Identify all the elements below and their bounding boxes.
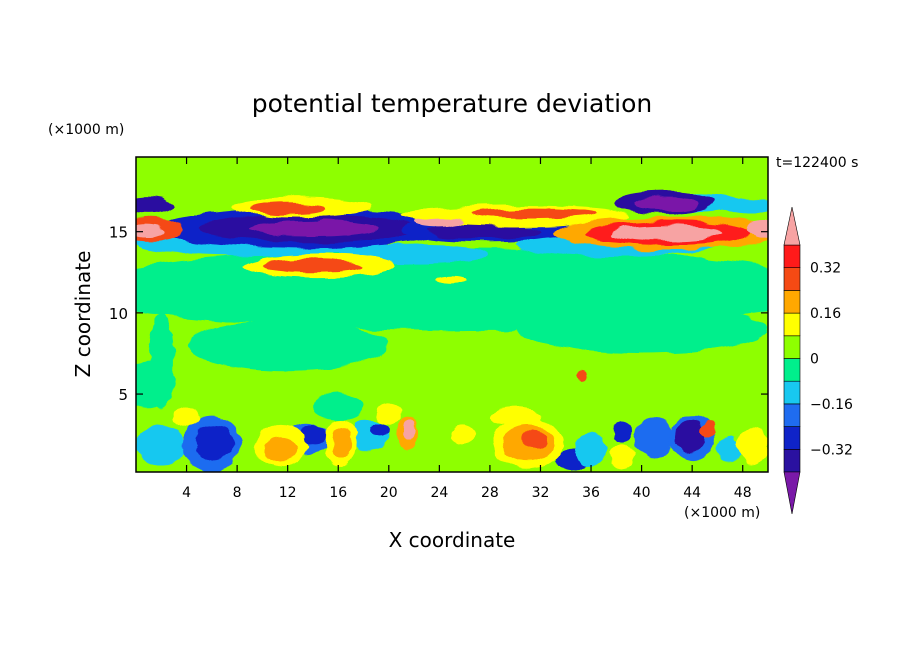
x-tick-label: 8 bbox=[233, 485, 242, 501]
chart-title: potential temperature deviation bbox=[252, 89, 652, 118]
colorbar-swatch bbox=[783, 312, 801, 337]
colorbar-swatch bbox=[783, 244, 801, 269]
colorbar-tick-label: −0.16 bbox=[810, 397, 853, 413]
contour-region-6 bbox=[401, 171, 503, 211]
x-tick-label: 40 bbox=[633, 485, 651, 501]
contour-region-43 bbox=[634, 418, 675, 458]
contour-region-62 bbox=[376, 403, 402, 424]
contour-region-63 bbox=[312, 394, 364, 421]
x-tick-label: 20 bbox=[380, 485, 398, 501]
contour-region-14 bbox=[249, 220, 377, 237]
contour-region-31 bbox=[746, 221, 768, 239]
contour-region-57 bbox=[522, 431, 546, 448]
contour-region-59 bbox=[701, 421, 717, 438]
y-tick-label: 10 bbox=[109, 305, 128, 323]
y-unit-label: (×1000 m) bbox=[48, 122, 124, 138]
x-tick-label: 24 bbox=[430, 485, 448, 501]
colorbar-extend-bottom bbox=[783, 471, 801, 515]
x-tick-label: 12 bbox=[279, 485, 297, 501]
x-tick-label: 16 bbox=[329, 485, 347, 501]
contour-region-28 bbox=[610, 225, 724, 242]
x-axis-label: X coordinate bbox=[389, 528, 516, 552]
x-tick-label: 28 bbox=[481, 485, 499, 501]
x-unit-label: (×1000 m) bbox=[684, 505, 760, 521]
contour-region-19 bbox=[635, 197, 699, 211]
contour-region-5 bbox=[148, 312, 174, 411]
contour-region-46 bbox=[674, 420, 705, 453]
x-tick-label: 48 bbox=[734, 485, 752, 501]
colorbar-tick-label: 0.32 bbox=[810, 261, 841, 277]
contour-region-65 bbox=[577, 369, 587, 380]
x-tick-label: 32 bbox=[532, 485, 550, 501]
contour-region-17 bbox=[136, 197, 173, 214]
colorbar-swatch bbox=[783, 448, 801, 473]
colorbar-swatch bbox=[783, 267, 801, 291]
y-tick-label: 15 bbox=[109, 224, 128, 242]
y-axis: 5 10 15 bbox=[109, 224, 768, 404]
time-label: t=122400 s bbox=[776, 155, 858, 171]
contour-region-33 bbox=[436, 274, 468, 283]
contour-region-49 bbox=[264, 436, 298, 463]
colorbar-tick-label: −0.32 bbox=[810, 442, 853, 458]
colorbar-tick-label: 0.16 bbox=[810, 306, 841, 322]
colorbar-swatch bbox=[783, 380, 801, 405]
contour-region-38 bbox=[300, 424, 326, 445]
colorbar-swatch bbox=[783, 403, 801, 427]
colorbar-swatch bbox=[783, 290, 801, 314]
colorbar-swatch bbox=[783, 335, 801, 359]
contour-region-34 bbox=[136, 426, 187, 466]
colorbar-swatch bbox=[783, 358, 801, 382]
x-tick-label: 4 bbox=[182, 485, 191, 501]
contour-region-40 bbox=[368, 421, 389, 438]
contour-region-51 bbox=[331, 428, 353, 458]
contour-region-25 bbox=[262, 259, 364, 273]
colorbar: 0.32 0.16 0 −0.16 −0.32 bbox=[783, 206, 853, 515]
contour-region-21 bbox=[249, 203, 326, 215]
contour-region-47 bbox=[717, 436, 743, 463]
contour-region-23 bbox=[470, 208, 598, 220]
plot-frame bbox=[135, 156, 769, 473]
contour-region-42 bbox=[575, 433, 607, 466]
contour-region-61 bbox=[173, 407, 200, 427]
contour-region-64 bbox=[489, 408, 541, 425]
contour-field bbox=[136, 157, 768, 472]
contour-region-53 bbox=[403, 420, 417, 440]
x-axis: 4 8 12 16 20 24 28 32 36 40 44 48 bbox=[182, 157, 752, 501]
contour-region-36 bbox=[195, 423, 234, 463]
contour-region-30 bbox=[136, 223, 166, 237]
contour-region-44 bbox=[611, 421, 632, 442]
colorbar-swatch bbox=[783, 426, 801, 450]
contour-region-54 bbox=[449, 424, 475, 445]
contour-region-2 bbox=[186, 320, 389, 370]
colorbar-extend-top bbox=[783, 206, 801, 246]
y-tick-label: 5 bbox=[118, 386, 128, 404]
y-axis-label: Z coordinate bbox=[71, 251, 95, 378]
contour-region-60 bbox=[737, 426, 768, 466]
x-tick-label: 36 bbox=[582, 485, 600, 501]
contour-region-32 bbox=[414, 217, 465, 227]
colorbar-tick-label: 0 bbox=[810, 352, 819, 368]
contour-region-3 bbox=[515, 304, 768, 354]
contour-region-16 bbox=[426, 224, 541, 239]
x-tick-label: 44 bbox=[683, 485, 701, 501]
contour-region-58 bbox=[608, 442, 635, 469]
